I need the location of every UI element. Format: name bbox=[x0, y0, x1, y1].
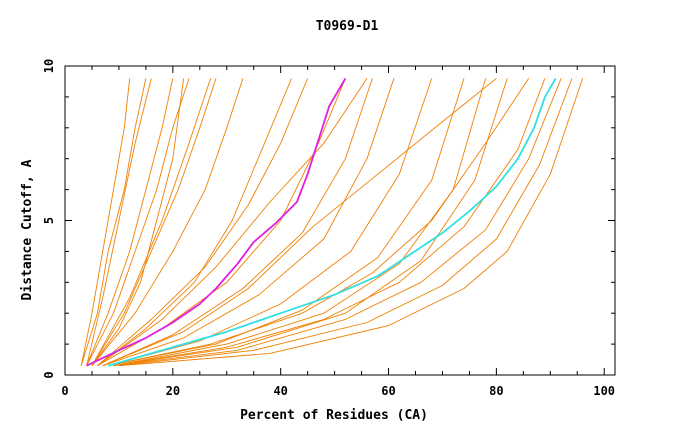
y-tick-label: 10 bbox=[42, 59, 56, 73]
axes: 0 20 40 60 80 100 0 5 10 bbox=[42, 59, 616, 398]
series-line bbox=[91, 78, 185, 366]
series-line bbox=[86, 78, 174, 366]
plot-frame bbox=[64, 65, 616, 376]
series-line bbox=[113, 78, 508, 367]
series-line bbox=[97, 78, 292, 367]
series-line bbox=[97, 78, 368, 367]
chart-title: T0969-D1 bbox=[316, 19, 379, 34]
series-line bbox=[107, 78, 433, 367]
series-line bbox=[113, 78, 487, 367]
series-line bbox=[118, 78, 573, 367]
y-tick-label: 5 bbox=[42, 217, 56, 224]
x-tick-label: 60 bbox=[381, 384, 395, 398]
series-line bbox=[108, 78, 465, 367]
series-line bbox=[86, 78, 190, 366]
highlight-series-line bbox=[107, 77, 557, 367]
series-line bbox=[91, 78, 217, 366]
series-line bbox=[97, 78, 309, 367]
y-tick-label: 0 bbox=[42, 371, 56, 378]
series-layer bbox=[80, 77, 584, 367]
series-line bbox=[80, 78, 147, 366]
series-line bbox=[91, 78, 244, 366]
series-line bbox=[80, 78, 131, 366]
x-tick-label: 100 bbox=[593, 384, 615, 398]
series-line bbox=[113, 78, 546, 367]
series-line bbox=[102, 78, 395, 367]
x-tick-label: 20 bbox=[166, 384, 180, 398]
x-axis-label: Percent of Residues (CA) bbox=[240, 408, 428, 423]
series-line bbox=[86, 78, 152, 366]
series-line bbox=[113, 78, 562, 367]
series-line bbox=[91, 78, 212, 366]
highlight-series-line bbox=[86, 77, 347, 367]
y-axis-label: Distance Cutoff, A bbox=[20, 159, 35, 300]
series-line bbox=[102, 78, 373, 367]
series-line bbox=[102, 78, 497, 367]
series-line bbox=[108, 78, 530, 367]
x-tick-label: 0 bbox=[61, 384, 68, 398]
x-tick-label: 40 bbox=[273, 384, 287, 398]
series-line bbox=[118, 78, 584, 367]
x-tick-label: 80 bbox=[489, 384, 503, 398]
